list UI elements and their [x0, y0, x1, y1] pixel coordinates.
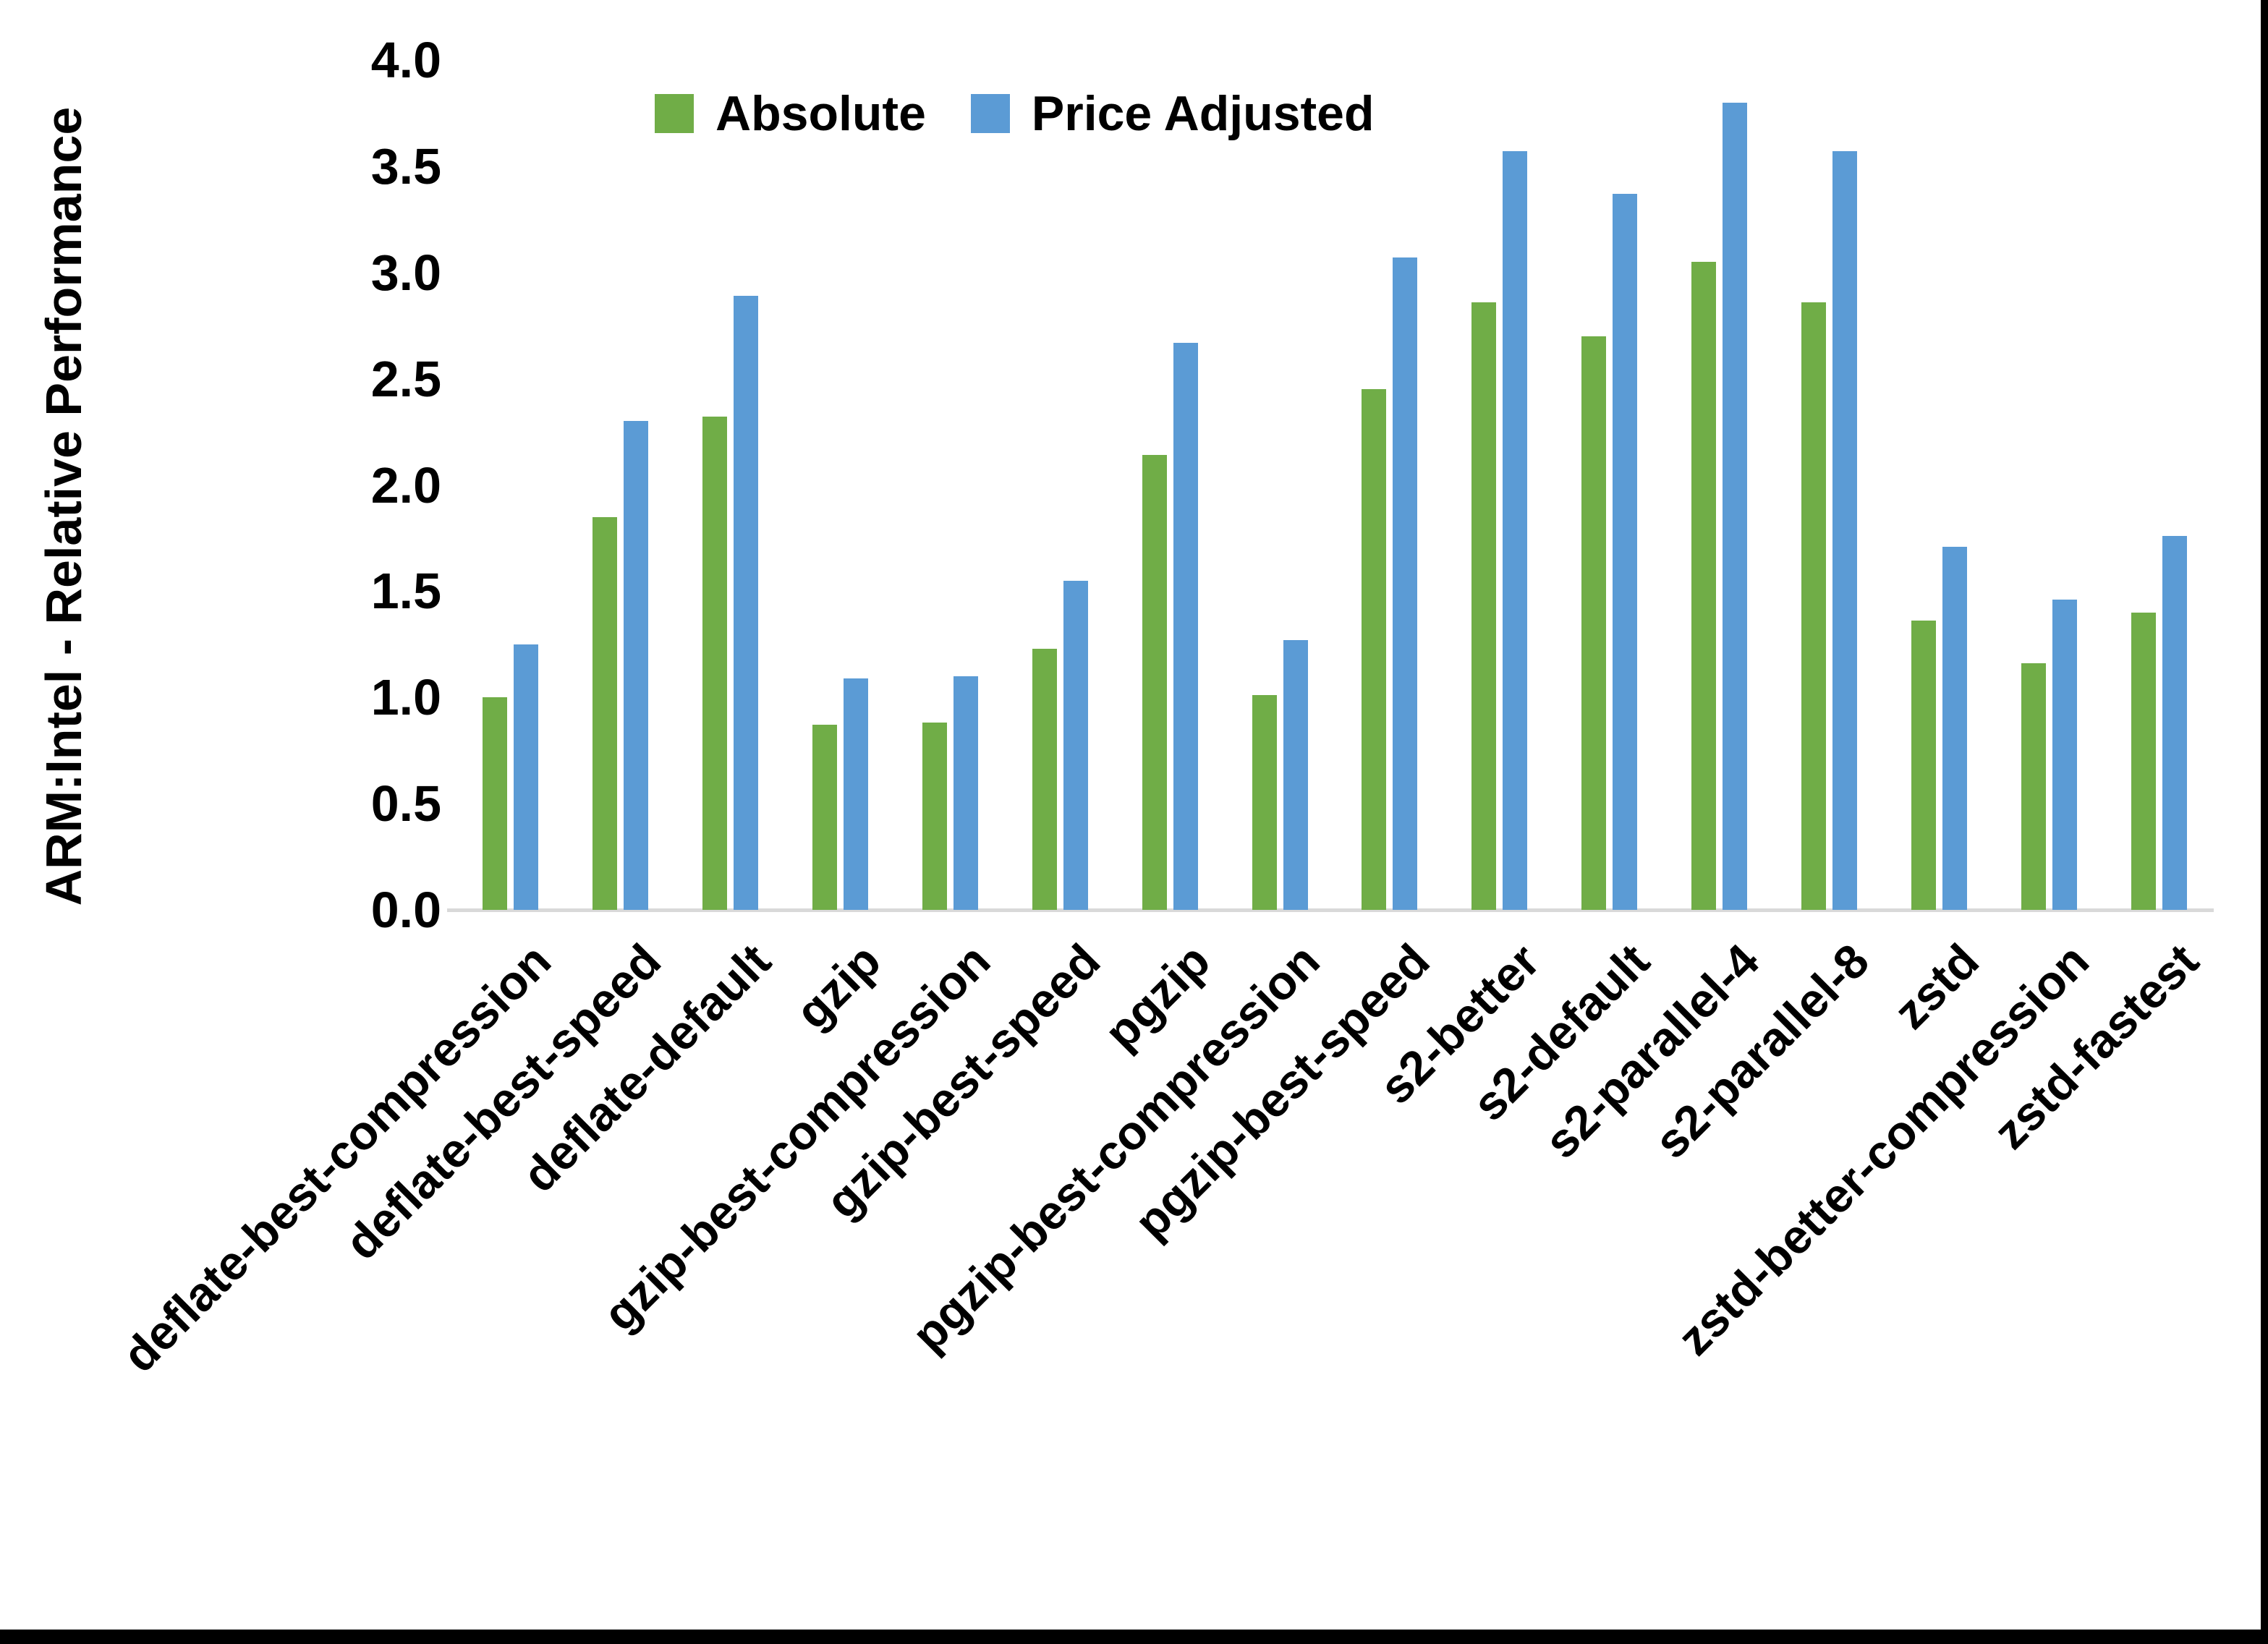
bar-zstd-better-compression-absolute [2021, 663, 2046, 910]
bar-s2-parallel-8-absolute [1801, 302, 1826, 910]
bar-deflate-best-speed-absolute [593, 517, 617, 910]
bar-pgzip-absolute [1142, 455, 1167, 910]
bar-zstd-absolute [1911, 621, 1936, 910]
bar-zstd-fastest-price-adjusted [2162, 536, 2187, 910]
legend-label-absolute: Absolute [715, 86, 926, 141]
legend-label-price-adjusted: Price Adjusted [1031, 86, 1375, 141]
bar-deflate-default-absolute [702, 417, 727, 910]
bar-gzip-best-compression-absolute [922, 723, 947, 910]
price-adjusted-series-swatch-icon [970, 94, 1010, 133]
bar-deflate-default-price-adjusted [734, 296, 758, 910]
y-tick-label: 3.0 [370, 244, 441, 301]
bar-zstd-fastest-absolute [2131, 613, 2156, 910]
bar-gzip-price-adjusted [844, 678, 868, 910]
page-edge-bottom [0, 1630, 2268, 1644]
bar-s2-parallel-4-price-adjusted [1723, 103, 1747, 910]
y-tick-label: 1.0 [370, 669, 441, 726]
legend-item-absolute: Absolute [655, 85, 926, 142]
x-axis-line [447, 908, 2214, 912]
bar-zstd-better-compression-price-adjusted [2052, 600, 2077, 910]
bar-deflate-best-compression-price-adjusted [514, 644, 538, 910]
bar-s2-better-price-adjusted [1503, 151, 1527, 910]
bar-gzip-absolute [812, 725, 837, 910]
bar-s2-default-price-adjusted [1613, 194, 1637, 910]
bar-s2-parallel-8-price-adjusted [1832, 151, 1857, 910]
absolute-series-swatch-icon [655, 94, 694, 133]
bar-pgzip-best-speed-absolute [1362, 389, 1386, 910]
bar-s2-default-absolute [1581, 336, 1606, 910]
bar-gzip-best-compression-price-adjusted [954, 676, 978, 910]
y-tick-label: 0.0 [370, 882, 441, 938]
y-axis-title: ARM:Intel - Relative Performance [35, 106, 92, 906]
y-tick-label: 2.5 [370, 350, 441, 407]
y-tick-label: 2.0 [370, 456, 441, 514]
x-tick-label-deflate-best-compression: deflate-best-compression [111, 933, 561, 1382]
bar-gzip-best-speed-price-adjusted [1063, 581, 1088, 910]
bar-s2-parallel-4-absolute [1691, 262, 1716, 910]
bar-pgzip-best-compression-price-adjusted [1283, 640, 1308, 910]
page-edge-right [2261, 0, 2268, 1644]
y-tick-label: 4.0 [370, 32, 441, 88]
bar-pgzip-best-speed-price-adjusted [1393, 257, 1417, 910]
y-tick-label: 3.5 [370, 137, 441, 195]
bar-pgzip-price-adjusted [1173, 343, 1198, 910]
bar-gzip-best-speed-absolute [1032, 649, 1057, 910]
bar-deflate-best-compression-absolute [483, 697, 507, 910]
bar-deflate-best-speed-price-adjusted [624, 421, 648, 910]
legend: Absolute Price Adjusted [655, 85, 1375, 142]
bar-s2-better-absolute [1471, 302, 1496, 910]
bar-zstd-price-adjusted [1942, 547, 1967, 910]
legend-item-price-adjusted: Price Adjusted [970, 85, 1375, 142]
y-tick-label: 1.5 [370, 563, 441, 620]
y-tick-label: 0.5 [370, 775, 441, 832]
bar-pgzip-best-compression-absolute [1252, 695, 1277, 910]
